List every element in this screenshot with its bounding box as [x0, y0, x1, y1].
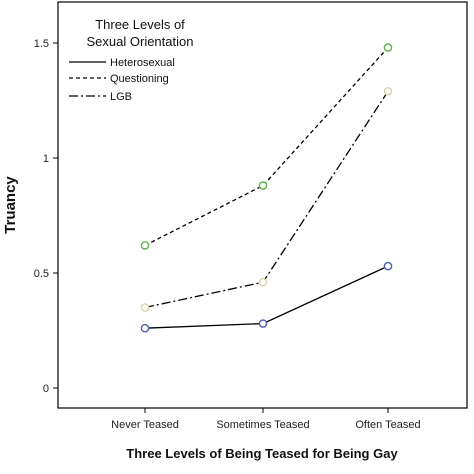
y-tick-label: 1: [43, 153, 49, 165]
series-line-questioning: [144, 47, 389, 246]
legend-title-line-2: Sexual Orientation: [87, 34, 194, 49]
data-point-lgb: [383, 87, 393, 96]
data-point-heterosexual: [258, 319, 268, 328]
data-point-questioning: [383, 43, 393, 52]
data-point-heterosexual: [383, 261, 393, 271]
data-point-lgb: [258, 277, 268, 287]
data-point-questioning: [140, 241, 150, 250]
y-axis-title: Truancy: [2, 176, 19, 234]
data-point-lgb: [140, 303, 150, 312]
data-point-heterosexual: [140, 323, 150, 333]
legend-label-questioning: Questioning: [110, 73, 169, 85]
legend-label-heterosexual: Heterosexual: [110, 57, 175, 69]
y-axis: 0 0.5 1 1.5: [34, 38, 58, 395]
y-tick-label: 0.5: [34, 268, 49, 280]
x-tick-label: Never Teased: [111, 419, 179, 431]
series-markers: [140, 43, 393, 333]
y-tick-label: 1.5: [34, 38, 49, 50]
x-tick-label: Sometimes Teased: [216, 419, 309, 431]
x-tick-label: Often Teased: [355, 419, 420, 431]
legend-label-lgb: LGB: [110, 91, 132, 103]
legend: Three Levels of Sexual Orientation Heter…: [69, 17, 193, 103]
x-axis: Never Teased Sometimes Teased Often Teased: [111, 408, 421, 431]
legend-title-line-1: Three Levels of: [95, 17, 185, 32]
data-point-questioning: [258, 181, 268, 190]
y-tick-label: 0: [43, 383, 49, 395]
x-axis-title: Three Levels of Being Teased for Being G…: [126, 446, 398, 461]
